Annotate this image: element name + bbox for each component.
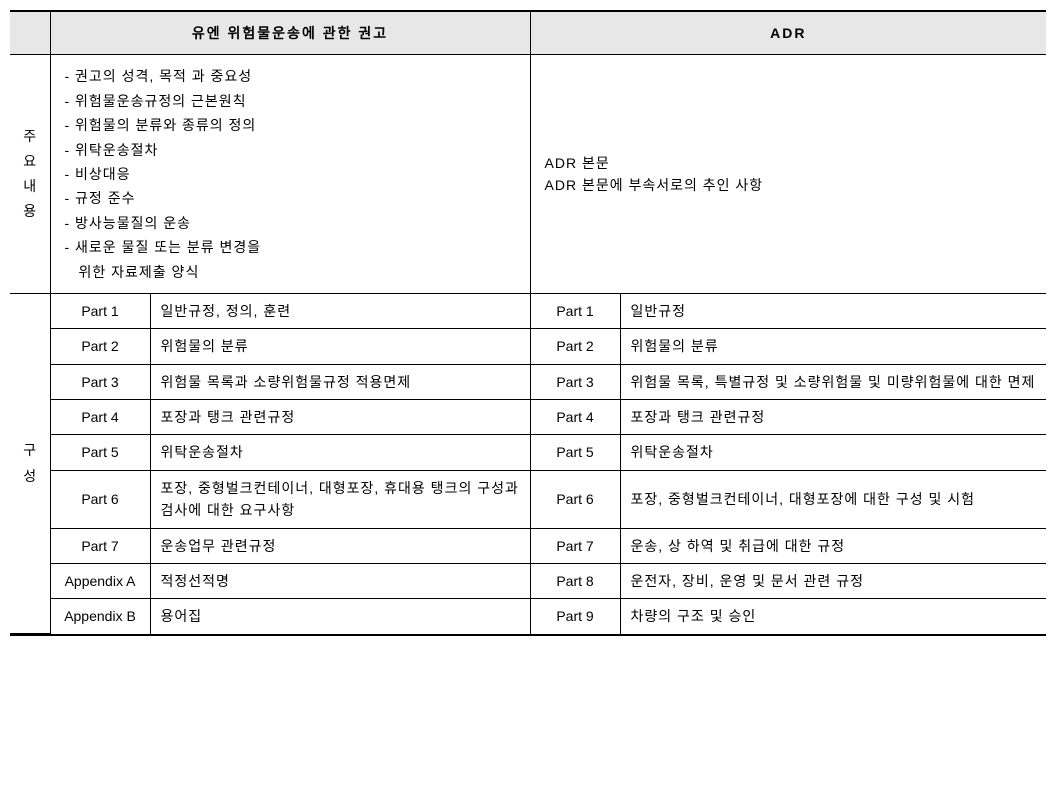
label-char: 주 xyxy=(14,124,46,149)
un-part-label: Part 4 xyxy=(50,400,150,435)
table-row: Part 2 위험물의 분류 Part 2 위험물의 분류 xyxy=(10,329,1046,364)
table-row: Part 7 운송업무 관련규정 Part 7 운송, 상 하역 및 취급에 대… xyxy=(10,528,1046,563)
un-part-desc: 포장, 중형벌크컨테이너, 대형포장, 휴대용 탱크의 구성과 검사에 대한 요… xyxy=(150,470,530,528)
list-item: - 위험물의 분류와 종류의 정의 xyxy=(65,114,516,136)
adr-part-desc: 위험물의 분류 xyxy=(620,329,1046,364)
comparison-table-wrap: 유엔 위험물운송에 관한 권고 ADR 주 요 내 용 - 권고의 성격, 목적… xyxy=(10,10,1046,636)
list-item-cont: 위한 자료제출 양식 xyxy=(79,261,516,283)
adr-part-label: Part 8 xyxy=(530,564,620,599)
adr-part-desc: 운송, 상 하역 및 취급에 대한 규정 xyxy=(620,528,1046,563)
un-part-desc: 위험물의 분류 xyxy=(150,329,530,364)
list-item: - 비상대응 xyxy=(65,163,516,185)
adr-part-desc: 위탁운송절차 xyxy=(620,435,1046,470)
comparison-table: 유엔 위험물운송에 관한 권고 ADR 주 요 내 용 - 권고의 성격, 목적… xyxy=(10,12,1046,634)
un-part-desc: 일반규정, 정의, 훈련 xyxy=(150,293,530,328)
table-row: Appendix A 적정선적명 Part 8 운전자, 장비, 운영 및 문서… xyxy=(10,564,1046,599)
main-content-row: 주 요 내 용 - 권고의 성격, 목적 과 중요성 - 위험물운송규정의 근본… xyxy=(10,55,1046,294)
adr-part-desc: 포장과 탱크 관련규정 xyxy=(620,400,1046,435)
un-part-label: Part 3 xyxy=(50,364,150,399)
list-item: - 위험물운송규정의 근본원칙 xyxy=(65,90,516,112)
adr-part-label: Part 7 xyxy=(530,528,620,563)
adr-part-desc: 포장, 중형벌크컨테이너, 대형포장에 대한 구성 및 시험 xyxy=(620,470,1046,528)
adr-part-label: Part 5 xyxy=(530,435,620,470)
adr-part-label: Part 1 xyxy=(530,293,620,328)
un-part-label: Part 5 xyxy=(50,435,150,470)
un-part-desc: 운송업무 관련규정 xyxy=(150,528,530,563)
header-row: 유엔 위험물운송에 관한 권고 ADR xyxy=(10,12,1046,55)
table-row: Part 3 위험물 목록과 소량위험물규정 적용면제 Part 3 위험물 목… xyxy=(10,364,1046,399)
adr-part-label: Part 9 xyxy=(530,599,620,634)
un-part-label: Part 6 xyxy=(50,470,150,528)
un-part-desc: 위험물 목록과 소량위험물규정 적용면제 xyxy=(150,364,530,399)
list-item: - 새로운 물질 또는 분류 변경을 xyxy=(65,236,516,258)
adr-line: ADR 본문 xyxy=(545,152,1033,174)
list-item: - 방사능물질의 운송 xyxy=(65,212,516,234)
label-char: 내 xyxy=(14,174,46,199)
header-adr: ADR xyxy=(530,12,1046,55)
table-row: Part 5 위탁운송절차 Part 5 위탁운송절차 xyxy=(10,435,1046,470)
adr-line: ADR 본문에 부속서로의 추인 사항 xyxy=(545,174,1033,196)
adr-part-label: Part 6 xyxy=(530,470,620,528)
adr-part-label: Part 3 xyxy=(530,364,620,399)
adr-part-desc: 일반규정 xyxy=(620,293,1046,328)
section1-un-cell: - 권고의 성격, 목적 과 중요성 - 위험물운송규정의 근본원칙 - 위험물… xyxy=(50,55,530,294)
section2-label: 구 성 xyxy=(10,293,50,633)
un-part-label: Part 7 xyxy=(50,528,150,563)
un-part-label: Appendix B xyxy=(50,599,150,634)
adr-part-desc: 운전자, 장비, 운영 및 문서 관련 규정 xyxy=(620,564,1046,599)
table-row: Part 4 포장과 탱크 관련규정 Part 4 포장과 탱크 관련규정 xyxy=(10,400,1046,435)
section1-label: 주 요 내 용 xyxy=(10,55,50,294)
label-char: 요 xyxy=(14,149,46,174)
label-char: 구 xyxy=(14,438,46,463)
adr-part-label: Part 4 xyxy=(530,400,620,435)
un-part-desc: 적정선적명 xyxy=(150,564,530,599)
un-part-label: Part 2 xyxy=(50,329,150,364)
section1-adr-cell: ADR 본문 ADR 본문에 부속서로의 추인 사항 xyxy=(530,55,1046,294)
list-item: - 권고의 성격, 목적 과 중요성 xyxy=(65,65,516,87)
table-row: Appendix B 용어집 Part 9 차량의 구조 및 승인 xyxy=(10,599,1046,634)
header-un: 유엔 위험물운송에 관한 권고 xyxy=(50,12,530,55)
un-part-label: Part 1 xyxy=(50,293,150,328)
table-row: 구 성 Part 1 일반규정, 정의, 훈련 Part 1 일반규정 xyxy=(10,293,1046,328)
un-part-label: Appendix A xyxy=(50,564,150,599)
un-part-desc: 용어집 xyxy=(150,599,530,634)
un-part-desc: 위탁운송절차 xyxy=(150,435,530,470)
label-char: 성 xyxy=(14,464,46,489)
list-item: - 위탁운송절차 xyxy=(65,139,516,161)
list-item: - 규정 준수 xyxy=(65,187,516,209)
adr-part-desc: 차량의 구조 및 승인 xyxy=(620,599,1046,634)
un-part-desc: 포장과 탱크 관련규정 xyxy=(150,400,530,435)
header-blank xyxy=(10,12,50,55)
label-char: 용 xyxy=(14,199,46,224)
adr-part-label: Part 2 xyxy=(530,329,620,364)
table-row: Part 6 포장, 중형벌크컨테이너, 대형포장, 휴대용 탱크의 구성과 검… xyxy=(10,470,1046,528)
adr-part-desc: 위험물 목록, 특별규정 및 소량위험물 및 미량위험물에 대한 면제 xyxy=(620,364,1046,399)
